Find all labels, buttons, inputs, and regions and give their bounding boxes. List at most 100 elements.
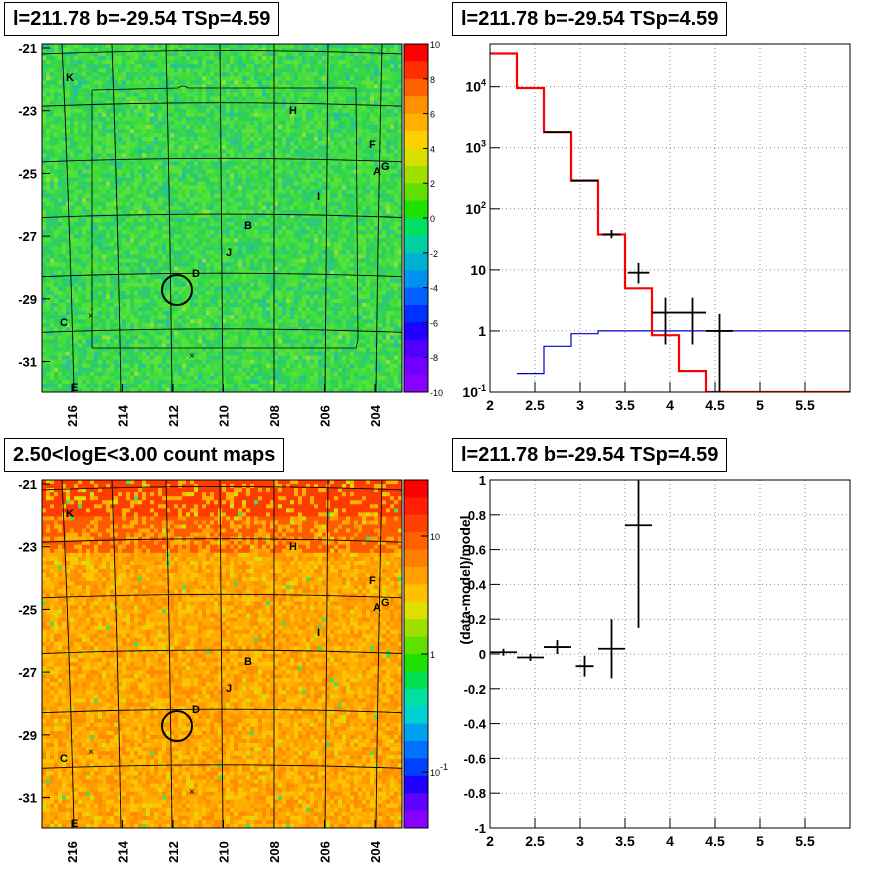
source-label-f: F: [369, 139, 376, 151]
x-tick-label: 2.5: [525, 397, 545, 413]
source-label-h: H: [289, 105, 297, 117]
roi-boundary: [91, 85, 359, 349]
x-tick-label: 208: [267, 841, 282, 863]
y-tick-label: 0.4: [468, 577, 487, 592]
residual-point: [575, 655, 594, 677]
y-tick-label: 10: [470, 262, 486, 278]
source-label-e: E: [71, 382, 78, 394]
x-tick-label: 3: [576, 833, 584, 849]
count-map-colorbar: 10 1 10-1: [403, 479, 448, 829]
count-map-grid: [41, 479, 403, 829]
count-map-panel: -21 -23 -25 -27 -29 -31 216 214 212 210 208 206 204 ×…: [18, 477, 448, 863]
y-tick-label: 102: [465, 200, 486, 217]
y-tick-label: -25: [18, 602, 37, 617]
colorbar-label: 10-1: [430, 762, 448, 778]
count-map-meridian: [219, 479, 224, 829]
data-point: [652, 297, 679, 345]
residual-panel: 2 2.5 3 3.5 4 4.5 5 5.5 -1 -0.8 -0.6 -0.4 -0.2 0 0.2 0.…: [457, 473, 851, 849]
x-tick-label: 4.5: [705, 833, 725, 849]
map-bottom-title: 2.50<logE<3.00 count maps: [4, 438, 285, 472]
x-tick-label: 212: [166, 405, 181, 427]
ts-map-meridian: [375, 43, 383, 393]
source-label-a: A: [373, 166, 381, 178]
y-tick-label: -0.2: [464, 682, 486, 697]
y-tick-label: -21: [18, 41, 37, 56]
source-label-j: J: [226, 683, 232, 695]
residual-point: [490, 648, 517, 656]
y-tick-label: 0.6: [468, 543, 486, 558]
colorbar-label: -10: [430, 388, 443, 398]
source-label-k: K: [66, 72, 74, 84]
source-cross: ×: [189, 351, 195, 362]
background-model-line: [517, 330, 850, 375]
source-label-g: G: [381, 161, 390, 173]
colorbar-label: 6: [430, 110, 435, 120]
x-tick-label: 2: [486, 397, 494, 413]
colorbar-label: -4: [430, 284, 438, 294]
y-tick-label: -25: [18, 166, 37, 181]
x-tick-label: 214: [116, 840, 131, 862]
x-tick-label: 5.5: [795, 397, 815, 413]
source-label-f: F: [369, 575, 376, 587]
colorbar-label: 8: [430, 75, 435, 85]
colorbar-label: 2: [430, 179, 435, 189]
ts-map-parallel: [41, 328, 403, 333]
source-label-c: C: [60, 317, 68, 329]
count-map-meridian: [61, 479, 75, 829]
x-tick-label: 206: [318, 405, 333, 427]
y-tick-label: -23: [18, 104, 37, 119]
ts-map-frame: [41, 43, 403, 393]
y-tick-label: 0: [479, 647, 486, 662]
spectrum-grid: [490, 44, 850, 392]
count-map-parallel: [41, 649, 403, 654]
count-map-parallel: [41, 593, 403, 599]
count-map-parallel: [41, 708, 403, 714]
source-label-g: G: [381, 597, 390, 609]
y-tick-label: -0.4: [464, 717, 487, 732]
source-cross: ×: [189, 787, 195, 798]
ts-map-parallel: [41, 157, 403, 163]
source-label-j: J: [226, 247, 232, 259]
y-tick-label: -1: [474, 821, 486, 836]
source-label-k: K: [66, 508, 74, 520]
x-tick-label: 210: [217, 405, 232, 427]
residual-point: [517, 654, 544, 661]
residual-point: [598, 619, 625, 679]
x-tick-label: 4.5: [705, 397, 725, 413]
x-tick-label: 2: [486, 833, 494, 849]
data-point: [679, 297, 706, 345]
source-label-h: H: [289, 541, 297, 553]
ts-map-parallel: [41, 272, 403, 278]
y-tick-label: -27: [18, 229, 37, 244]
source-label-d: D: [192, 268, 200, 280]
data-point: [706, 313, 733, 392]
source-label-b: B: [244, 656, 252, 668]
x-tick-label: 208: [267, 405, 282, 427]
ts-map-meridian: [61, 43, 75, 393]
source-label-a: A: [373, 602, 381, 614]
x-tick-label: 5: [756, 833, 764, 849]
count-map-meridian: [165, 479, 173, 829]
x-tick-label: 212: [166, 841, 181, 863]
y-tick-label: -23: [18, 540, 37, 555]
y-tick-label: 0.8: [468, 508, 486, 523]
data-point: [627, 262, 650, 284]
colorbar-label: 10: [430, 40, 440, 50]
x-tick-label: 4: [666, 397, 674, 413]
x-tick-label: 216: [65, 841, 80, 863]
x-tick-label: 204: [368, 404, 383, 426]
residual-point: [544, 640, 571, 654]
source-circle: [161, 274, 193, 306]
colorbar-label: 0: [430, 214, 435, 224]
count-map-parallel: [41, 486, 403, 491]
count-map-meridian: [324, 479, 329, 829]
source-circle: [161, 710, 193, 742]
y-tick-label: -21: [18, 477, 37, 492]
colorbar-label: 1: [430, 650, 435, 660]
x-tick-label: 4: [666, 833, 674, 849]
x-tick-label: 204: [368, 840, 383, 862]
y-tick-label: 0.2: [468, 612, 486, 627]
map-top-title: l=211.78 b=-29.54 TSp=4.59: [4, 2, 280, 36]
